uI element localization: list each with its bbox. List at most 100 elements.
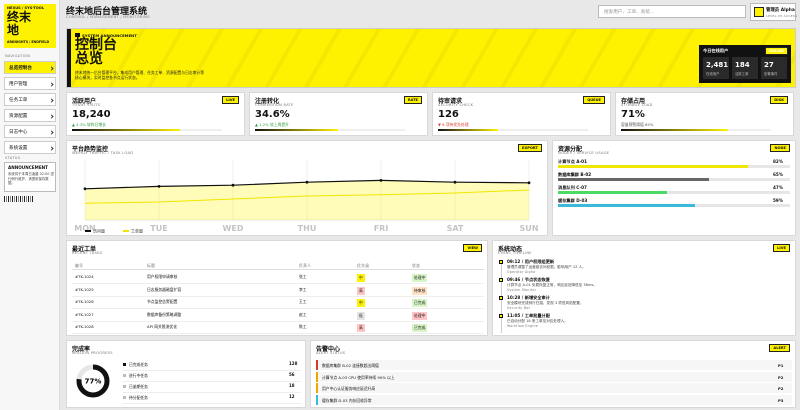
progress-item: 进行中任务	[129, 373, 148, 378]
export-button[interactable]: EXPORT	[518, 144, 542, 152]
activity-tag: LIVE	[773, 244, 790, 252]
table-cell: 中	[357, 299, 365, 307]
page-title: 终末地后台管理系统	[66, 7, 148, 17]
line-chart: MON TUE WED THU FRI SAT SUN 访问量 工单量	[74, 160, 539, 234]
kpi-value: 71%	[621, 109, 645, 120]
user-name: 管理员 Alpha	[766, 8, 795, 13]
search-box[interactable]: 搜索用户、工单、系统...	[598, 5, 746, 18]
user-badge[interactable]: 管理员 Alpha LEVEL-05 ACCESS	[750, 3, 797, 21]
nav-item[interactable]: 日志中心	[4, 125, 56, 138]
chart-card: 平台趋势监控 WEEKLY TRAFFIC / TASK LOAD EXPORT MO…	[66, 140, 548, 236]
nav-item[interactable]: 资源配置	[4, 109, 56, 122]
nav-text: 用户管理	[9, 82, 28, 87]
resource-label: 47%	[773, 185, 784, 190]
event-text: 已自动分配 18 条工单至对应处理人。	[507, 319, 568, 323]
stat-value: 27	[764, 61, 774, 69]
stat-label: 在线用户	[706, 72, 720, 76]
x-tick-label: SUN	[520, 224, 539, 233]
activity-card: 系统动态 EVENT TIMELINE LIVE 09:12 / 用户权限组更新 管理员…	[492, 240, 796, 336]
nav-chevron	[49, 82, 54, 87]
x-tick-label: WED	[223, 224, 244, 233]
progress-rule	[123, 369, 301, 370]
resource-label: 82%	[773, 159, 784, 164]
table-cell: 日志服务器磁盘扩容	[147, 286, 182, 292]
nav-text: 任务工单	[9, 98, 28, 103]
event-text: 计算节点 A-01 负载恢复正常，响应延迟降低至 38ms。	[507, 283, 597, 287]
panel-title: 今日在线用户	[703, 48, 729, 53]
table-cell: 赵工	[299, 311, 307, 317]
table-cell: API 网关限流优化	[147, 324, 177, 329]
event-time: 09:12 / 用户权限组更新	[507, 259, 555, 264]
hero-banner: SYSTEM ANNOUNCEMENT 控制台 总览 终末地统一后台管理平台，集成用户…	[66, 28, 796, 88]
table-row-line	[72, 320, 484, 321]
kpi-sub: STORAGE LOAD	[621, 103, 653, 107]
alert-level: P1	[778, 363, 784, 368]
table-cell: 已完成	[412, 299, 428, 307]
alert-row: 数据库集群 B-02 连接数超出阈值 P1	[316, 360, 792, 370]
donut-arc	[76, 364, 110, 398]
table-header: 标题	[147, 263, 156, 268]
kpi-tag: DISK	[770, 96, 788, 104]
nav-text: 总览控制台	[9, 66, 32, 71]
progress-value: 18	[289, 383, 295, 388]
legend-swatch	[123, 230, 129, 232]
activity-title: 系统动态	[498, 246, 523, 253]
table-cell: #TK-1027	[75, 311, 94, 317]
point	[527, 181, 531, 185]
event-time: 11:05 / 工单批量分配	[507, 313, 550, 318]
table-cell: 用户权限申请审核	[147, 274, 178, 279]
progress-item: 已逾期任务	[129, 384, 148, 389]
alert-stripe	[316, 371, 318, 382]
progress-dot	[123, 396, 126, 399]
chart-subtitle: WEEKLY TRAFFIC / TASK LOAD	[72, 151, 134, 155]
status-label: STATUS	[5, 156, 21, 160]
stat-value: 184	[735, 61, 750, 69]
tasks-tag[interactable]: VIEW	[463, 244, 482, 252]
point	[379, 179, 383, 182]
progress-dot	[123, 374, 126, 377]
timeline-dot	[499, 314, 503, 318]
tasks-title: 最近工单	[72, 246, 97, 253]
x-tick-label: MON	[74, 224, 95, 233]
kpi-tag: LIVE	[222, 96, 239, 104]
table-cell: 张工	[299, 274, 307, 279]
chart-title: 平台趋势监控	[72, 146, 109, 153]
kpi-card: 活跃用户 TODAY VISITS LIVE 18,240 ▲ 4.3% 较昨日增长	[66, 92, 245, 136]
tasks-sub: RECENT TASKS	[72, 251, 103, 255]
kpi-sub: CONVERSION RATE	[255, 103, 294, 107]
sidebar: NEXUS / SYS-TOOL 终末地 ARKNIGHTS / ENDFIELD N…	[0, 0, 60, 410]
kpi-title: 注册转化	[255, 98, 280, 105]
alert-row: 计算节点 A-03 CPU 使用率持续 90% 以上 P2	[316, 371, 792, 382]
announcement: ANNOUNCEMENT 系统将于本周日凌晨 02:00 进行例行维护，请提前保存…	[4, 162, 56, 192]
area	[85, 180, 529, 220]
kpi-track	[438, 129, 588, 131]
alert-sub: ALERT STATUS	[316, 351, 346, 355]
activity-sub: EVENT TIMELINE	[498, 251, 532, 255]
nav-item[interactable]: 用户管理	[4, 77, 56, 90]
nav-item[interactable]: 系统设置	[4, 141, 56, 154]
kpi-value: 126	[438, 109, 459, 120]
stat-label: 活跃工单	[735, 72, 749, 76]
table-cell: 已完成	[412, 324, 428, 332]
table-cell: 待审核	[412, 286, 428, 295]
hero-stat: 2,481 在线用户	[703, 57, 729, 79]
alert-text: 缓存集群 D-03 内存回收异常	[322, 397, 372, 403]
nav-item[interactable]: 总览控制台	[4, 61, 56, 74]
nav-item[interactable]: 任务工单	[4, 93, 56, 106]
table-cell: 王工	[299, 299, 307, 304]
table-row-line	[72, 308, 484, 309]
event-text: 安全模块完成例行扫描，发现 3 项低风险配置。	[507, 301, 584, 305]
stat-value: 2,481	[706, 61, 729, 69]
nav-chevron	[49, 114, 54, 119]
event-user: Operator Alpha	[507, 270, 536, 274]
legend-label: 工单量	[131, 228, 143, 234]
hero-title-1: 控制台	[75, 37, 117, 53]
event-user: System Monitor	[507, 288, 537, 292]
table-row-line	[72, 333, 484, 334]
table-cell: 数据库备份策略调整	[147, 311, 182, 317]
alert-row: 缓存集群 D-03 内存回收异常 P3	[316, 394, 792, 405]
kpi-delta: ▼ 8 项待优先处理	[438, 122, 469, 127]
timeline-dot	[499, 278, 503, 282]
nav-chevron	[49, 146, 54, 151]
progress-value: 56	[289, 372, 295, 377]
